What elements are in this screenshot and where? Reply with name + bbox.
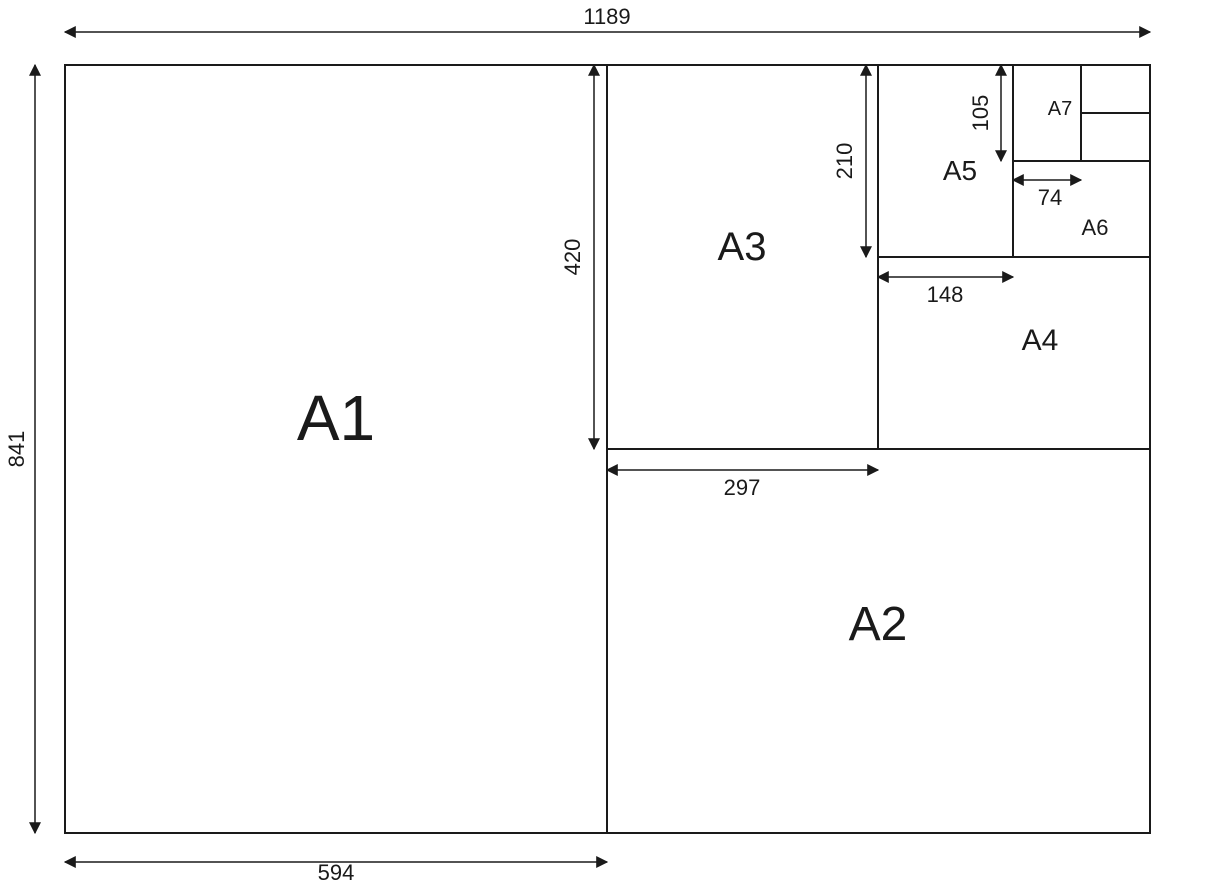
dim-label-A7_h: 105 bbox=[968, 95, 993, 132]
dim-label-A3_h: 420 bbox=[560, 239, 585, 276]
dim-label-left: 841 bbox=[4, 431, 29, 468]
dim-label-top: 1189 bbox=[583, 4, 630, 29]
dim-label-A5_h: 210 bbox=[832, 143, 857, 180]
box-a8b bbox=[1081, 113, 1150, 161]
label-a1: A1 bbox=[297, 382, 375, 454]
box-a4 bbox=[878, 257, 1150, 449]
label-a2: A2 bbox=[849, 598, 908, 651]
box-a8a bbox=[1081, 65, 1150, 113]
label-a7: A7 bbox=[1048, 98, 1072, 120]
label-a4: A4 bbox=[1022, 324, 1059, 357]
dim-label-bottom: 594 bbox=[318, 860, 355, 885]
dim-label-A3_w: 297 bbox=[724, 475, 761, 500]
label-a6: A6 bbox=[1082, 215, 1109, 240]
box-a6 bbox=[1013, 161, 1150, 257]
paper-size-diagram: A1 A2 A3 A4 A5 A6 A7 1189 841 594 420 297 210 148 105… bbox=[0, 0, 1220, 887]
label-a3: A3 bbox=[718, 225, 767, 269]
dim-label-A7_w: 74 bbox=[1038, 185, 1062, 210]
dim-label-A5_w: 148 bbox=[927, 282, 964, 307]
label-a5: A5 bbox=[943, 155, 977, 186]
